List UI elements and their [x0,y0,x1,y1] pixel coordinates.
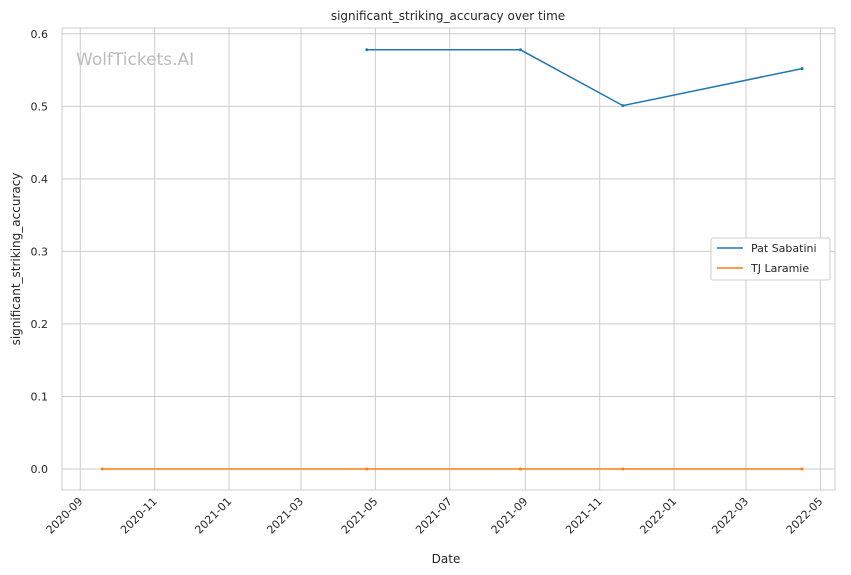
data-point [621,467,625,471]
x-tick-label: 2022-01 [637,495,679,537]
watermark: WolfTickets.AI [76,50,194,70]
plot-area [61,27,836,491]
y-tick-label: 0.6 [31,28,49,41]
y-tick-label: 0.4 [31,173,49,186]
x-tick-label: 2021-09 [489,495,531,537]
series-line [366,49,803,107]
series-layer [100,48,804,471]
y-tick-label: 0.1 [31,390,49,403]
x-tick-label: 2022-05 [784,495,826,537]
data-point [518,467,522,471]
x-tick-label: 2021-01 [192,495,234,537]
data-point [800,467,804,471]
data-point [621,104,625,108]
data-point [100,467,104,471]
data-point [365,467,369,471]
y-tick-label: 0.3 [31,245,49,258]
x-tick-label: 2020-11 [118,495,160,537]
chart-title: significant_striking_accuracy over time [331,9,565,23]
x-tick-label: 2022-03 [709,495,751,537]
legend-label: Pat Sabatini [751,242,817,255]
data-point [365,48,369,52]
y-tick-label: 0.0 [31,463,49,476]
y-axis-label: significant_striking_accuracy [9,173,23,346]
x-axis-label: Date [432,552,461,566]
data-point [518,48,522,52]
y-tick-label: 0.5 [31,100,49,113]
x-tick-label: 2020-09 [44,495,86,537]
y-tick-label: 0.2 [31,318,49,331]
legend: Pat Sabatini TJ Laramie [710,237,831,281]
x-tick-label: 2021-07 [413,495,455,537]
x-tick-label: 2021-11 [563,495,605,537]
legend-label: TJ Laramie [750,262,809,275]
x-tick-label: 2021-05 [339,495,381,537]
data-point [800,67,804,71]
x-tick-label: 2021-03 [264,495,306,537]
